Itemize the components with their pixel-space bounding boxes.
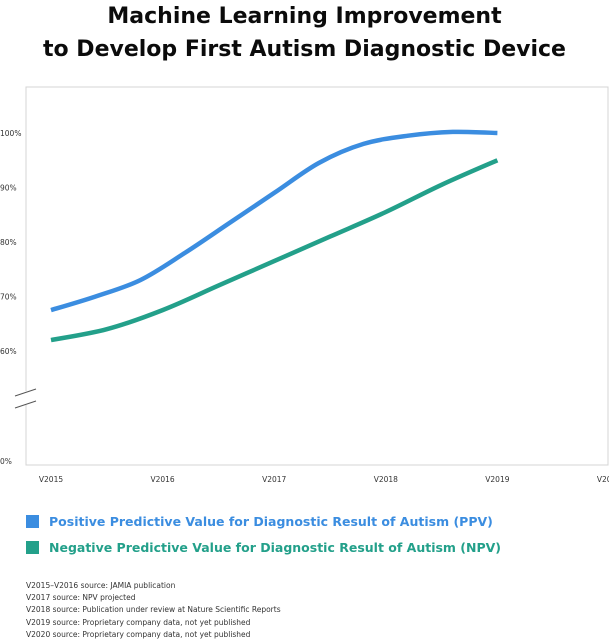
plot-frame [25, 86, 609, 466]
axis-break-mark [14, 400, 37, 409]
y-tick-label: 60% [0, 347, 17, 356]
legend-item-npv: Negative Predictive Value for Diagnostic… [26, 540, 501, 555]
source-note: V2020 source: Proprietary company data, … [26, 629, 251, 639]
chart-title-line-2: to Develop First Autism Diagnostic Devic… [43, 37, 566, 62]
legend-swatch-npv [26, 541, 39, 554]
x-tick-label: V2020 [597, 475, 609, 484]
legend-label-ppv: Positive Predictive Value for Diagnostic… [49, 514, 493, 529]
chart-title: Machine Learning Improvement to Develop … [0, 0, 609, 66]
series-line-ppv [50, 129, 498, 313]
chart-title-line-1: Machine Learning Improvement [107, 4, 502, 29]
source-note: V2018 source: Publication under review a… [26, 605, 281, 615]
y-tick-label: 80% [0, 238, 17, 247]
legend-item-ppv: Positive Predictive Value for Diagnostic… [26, 514, 493, 529]
x-tick-label: V2019 [485, 475, 509, 484]
legend-label-npv: Negative Predictive Value for Diagnostic… [49, 540, 502, 555]
axis-break-gap [23, 391, 29, 405]
x-tick-label: V2017 [262, 475, 286, 484]
chart-area: 0% 60% 70% 80% 90% 100% V2015 V2016 V2017 V2018 V2… [0, 86, 609, 484]
y-tick-label: 0% [0, 457, 12, 466]
axis-break-mark [14, 388, 37, 397]
y-tick-label: 90% [0, 184, 17, 193]
legend-swatch-ppv [26, 515, 39, 528]
x-tick-label: V2018 [374, 475, 398, 484]
source-notes: V2015–V2016 source: JAMIA publication V2… [26, 580, 281, 641]
source-note: V2019 source: Proprietary company data, … [26, 617, 251, 627]
x-tick-label: V2015 [39, 475, 63, 484]
x-tick-label: V2016 [150, 475, 174, 484]
source-note: V2017 source: NPV projected [26, 593, 136, 603]
source-note: V2015–V2016 source: JAMIA publication [26, 581, 176, 590]
series-line-npv [50, 158, 499, 343]
y-tick-label: 70% [0, 293, 17, 302]
y-tick-label: 100% [0, 129, 21, 138]
